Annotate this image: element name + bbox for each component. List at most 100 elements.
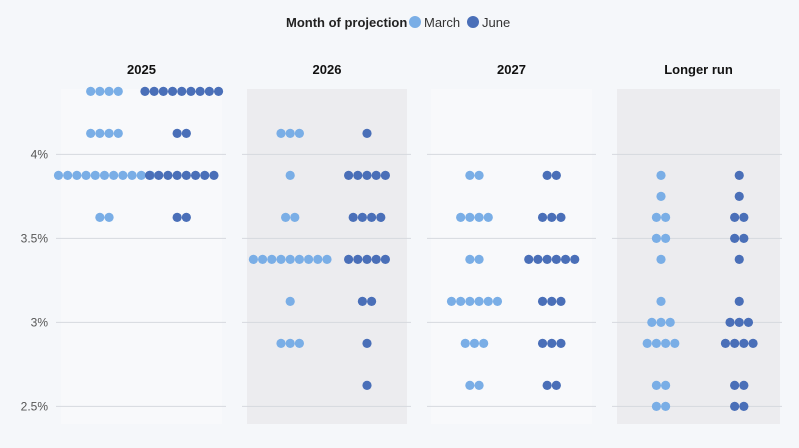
dot-june — [547, 212, 557, 222]
legend: Month of projection March June — [286, 15, 510, 30]
y-tick-label: 3.5% — [21, 231, 49, 245]
dot-june — [353, 254, 363, 264]
dot-june — [730, 338, 740, 348]
dot-march — [479, 338, 489, 348]
dot-june — [725, 317, 735, 327]
dot-march — [95, 212, 105, 222]
legend-label-march: March — [424, 15, 460, 30]
dot-march — [63, 170, 73, 180]
dot-june — [739, 212, 749, 222]
dot-june — [743, 317, 754, 327]
dot-june — [556, 296, 566, 306]
dot-march — [104, 212, 114, 222]
dot-march — [661, 338, 671, 348]
dot-june — [380, 254, 390, 264]
dot-june — [344, 170, 354, 180]
dot-june — [367, 296, 377, 306]
dot-march — [661, 212, 671, 222]
dot-march — [647, 317, 657, 327]
dot-march — [72, 170, 82, 180]
dot-june — [172, 212, 182, 222]
dot-march — [285, 254, 295, 264]
dot-june — [362, 380, 372, 390]
dot-march — [294, 254, 304, 264]
dot-june — [362, 128, 372, 138]
dot-march — [665, 317, 675, 327]
dot-june — [154, 170, 164, 180]
dot-march — [104, 86, 114, 96]
dot-june — [739, 338, 749, 348]
dot-march — [258, 254, 268, 264]
dot-march — [651, 338, 662, 348]
dot-march — [113, 128, 123, 138]
dot-march — [267, 254, 277, 264]
dot-june — [551, 254, 561, 264]
dot-june — [204, 86, 214, 96]
dot-june — [739, 401, 749, 411]
dot-march — [642, 338, 652, 348]
dot-march — [99, 170, 110, 180]
dot-march — [651, 380, 662, 390]
dot-june — [357, 296, 367, 306]
dot-june — [547, 338, 557, 348]
dot-june — [163, 170, 173, 180]
dot-march — [285, 338, 295, 348]
y-axis-ticks: 4% 3.5% 3% 2.5% — [21, 147, 49, 413]
panel-background — [61, 89, 222, 424]
dot-june — [172, 128, 182, 138]
dot-march — [656, 317, 666, 327]
dot-june — [537, 296, 548, 306]
dot-june — [748, 338, 758, 348]
dot-june — [734, 191, 744, 201]
dot-june — [739, 233, 749, 243]
dot-june — [181, 212, 191, 222]
dot-june — [172, 170, 182, 180]
legend-label-june: June — [482, 15, 510, 30]
dot-march — [474, 296, 484, 306]
dot-june — [177, 86, 187, 96]
dot-june — [734, 254, 744, 264]
dot-june — [380, 170, 390, 180]
dot-june — [542, 170, 552, 180]
dot-march — [104, 128, 114, 138]
dot-june — [158, 86, 168, 96]
dot-march — [95, 86, 105, 96]
panel-title: 2027 — [497, 62, 526, 77]
dot-march — [294, 338, 304, 348]
dot-march — [86, 128, 96, 138]
dot-march — [465, 296, 475, 306]
dot-june — [149, 86, 159, 96]
dot-june — [209, 170, 219, 180]
gridlines — [56, 153, 782, 407]
dot-march — [661, 380, 671, 390]
dot-march — [276, 254, 286, 264]
dot-june — [551, 170, 561, 180]
dot-march — [118, 170, 128, 180]
dot-march — [469, 338, 480, 348]
dot-march — [670, 338, 680, 348]
dot-june — [524, 254, 534, 264]
dot-march — [53, 170, 64, 180]
dot-march — [290, 212, 300, 222]
dot-march — [465, 254, 475, 264]
panel-title: Longer run — [664, 62, 733, 77]
legend-title: Month of projection — [286, 15, 407, 30]
dot-march — [127, 170, 137, 180]
dot-march — [109, 170, 119, 180]
dot-march — [651, 212, 662, 222]
dot-june — [537, 212, 548, 222]
dot-june — [570, 254, 580, 264]
dot-march — [136, 170, 146, 180]
dot-june — [181, 170, 191, 180]
dot-june — [734, 170, 744, 180]
dot-june — [730, 212, 740, 222]
dot-june — [181, 128, 191, 138]
panel-background — [617, 89, 780, 424]
dot-march — [304, 254, 314, 264]
dot-march — [322, 254, 332, 264]
dot-march — [248, 254, 258, 264]
dot-march — [456, 296, 466, 306]
dot-march — [492, 296, 503, 306]
dot-june — [371, 254, 381, 264]
dot-march — [313, 254, 323, 264]
